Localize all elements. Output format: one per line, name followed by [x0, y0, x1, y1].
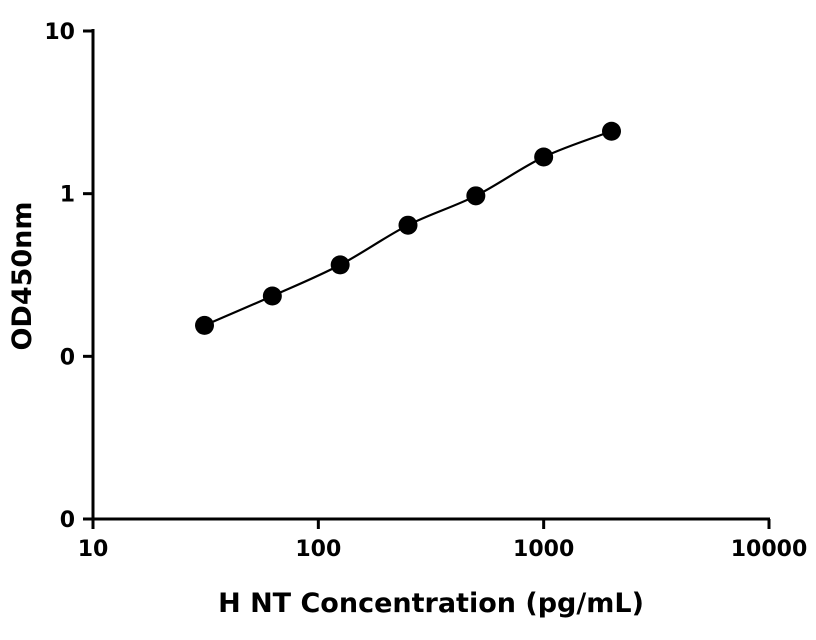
data-point — [466, 186, 486, 206]
ticks-layer: 10 100 1000 10000 0 0 1 10 — [44, 20, 807, 562]
x-tick-label: 10 — [78, 537, 109, 562]
data-point — [534, 147, 554, 167]
data-point — [262, 286, 282, 306]
data-point — [601, 121, 621, 141]
y-tick-label: 0 — [60, 508, 75, 533]
y-tick-label: 10 — [44, 20, 75, 45]
axes-layer — [91, 29, 770, 521]
x-tick-label: 100 — [295, 537, 341, 562]
y-tick-label: 0 — [60, 345, 75, 370]
x-tick-label: 10000 — [731, 537, 808, 562]
data-point — [195, 315, 215, 335]
data-point — [398, 215, 418, 235]
x-tick-label: 1000 — [513, 537, 574, 562]
data-point — [330, 255, 350, 275]
x-axis-title: H NT Concentration (pg/mL) — [218, 588, 644, 619]
data-points-layer — [195, 121, 621, 335]
y-tick-label: 1 — [60, 183, 75, 208]
y-axis-title: OD450nm — [7, 201, 38, 350]
